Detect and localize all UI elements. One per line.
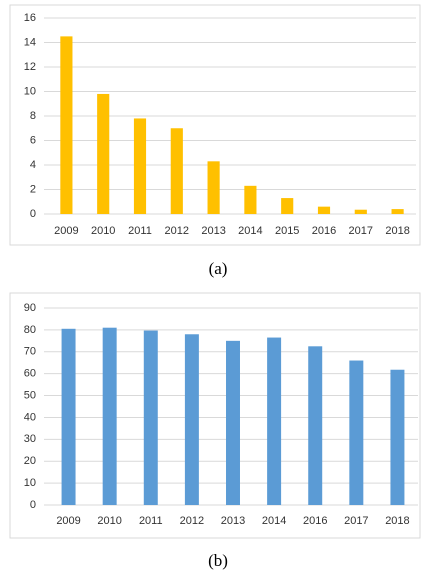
x-tick-label: 2013: [221, 515, 245, 527]
bar: [391, 209, 404, 214]
bar: [97, 93, 110, 214]
x-tick-label: 2009: [54, 225, 78, 237]
bar: [133, 118, 147, 214]
bar: [244, 185, 257, 214]
bar: [317, 206, 331, 214]
y-tick-label: 70: [24, 346, 36, 358]
x-tick-label: 2018: [385, 515, 409, 527]
y-tick-label: 4: [30, 159, 36, 171]
bar: [207, 161, 220, 214]
x-tick-label: 2014: [238, 225, 262, 237]
y-tick-label: 20: [24, 455, 36, 467]
bar: [102, 327, 117, 505]
y-tick-label: 60: [24, 368, 36, 380]
x-tick-label: 2016: [312, 225, 336, 237]
y-tick-label: 10: [24, 85, 36, 97]
x-tick-label: 2009: [56, 515, 80, 527]
bar: [170, 128, 183, 214]
chart-frame: [9, 292, 421, 539]
y-tick-label: 12: [24, 61, 36, 73]
y-tick-label: 80: [24, 324, 36, 336]
bar: [60, 36, 73, 214]
bar: [390, 369, 405, 505]
x-tick-label: 2010: [97, 515, 121, 527]
x-tick-label: 2012: [180, 515, 204, 527]
bar: [61, 328, 76, 505]
x-tick-label: 2018: [385, 225, 409, 237]
x-tick-label: 2011: [139, 515, 163, 527]
x-tick-label: 2015: [275, 225, 299, 237]
y-tick-label: 90: [24, 302, 36, 314]
bar: [349, 360, 364, 505]
chart-frame: [9, 4, 421, 246]
y-tick-label: 0: [30, 208, 36, 220]
y-tick-label: 0: [30, 499, 36, 511]
y-tick-label: 40: [24, 411, 36, 423]
y-tick-label: 30: [24, 433, 36, 445]
x-tick-label: 2011: [128, 225, 152, 237]
y-tick-label: 8: [30, 110, 36, 122]
y-tick-label: 10: [24, 477, 36, 489]
x-tick-label: 2014: [262, 515, 286, 527]
y-tick-label: 50: [24, 389, 36, 401]
y-tick-label: 16: [24, 12, 36, 24]
bar: [308, 346, 323, 505]
bar: [281, 198, 294, 214]
x-tick-label: 2012: [165, 225, 189, 237]
y-tick-label: 2: [30, 183, 36, 195]
y-tick-label: 14: [24, 36, 36, 48]
y-tick-label: 6: [30, 134, 36, 146]
bar: [143, 330, 158, 505]
caption: (a): [209, 259, 228, 278]
x-tick-label: 2017: [349, 225, 373, 237]
bar: [184, 334, 199, 505]
caption: (b): [208, 551, 228, 570]
x-tick-label: 2016: [303, 515, 327, 527]
bar: [354, 209, 367, 214]
x-tick-label: 2013: [201, 225, 225, 237]
x-tick-label: 2017: [344, 515, 368, 527]
bar: [226, 340, 240, 505]
bar: [267, 337, 282, 505]
x-tick-label: 2010: [91, 225, 115, 237]
